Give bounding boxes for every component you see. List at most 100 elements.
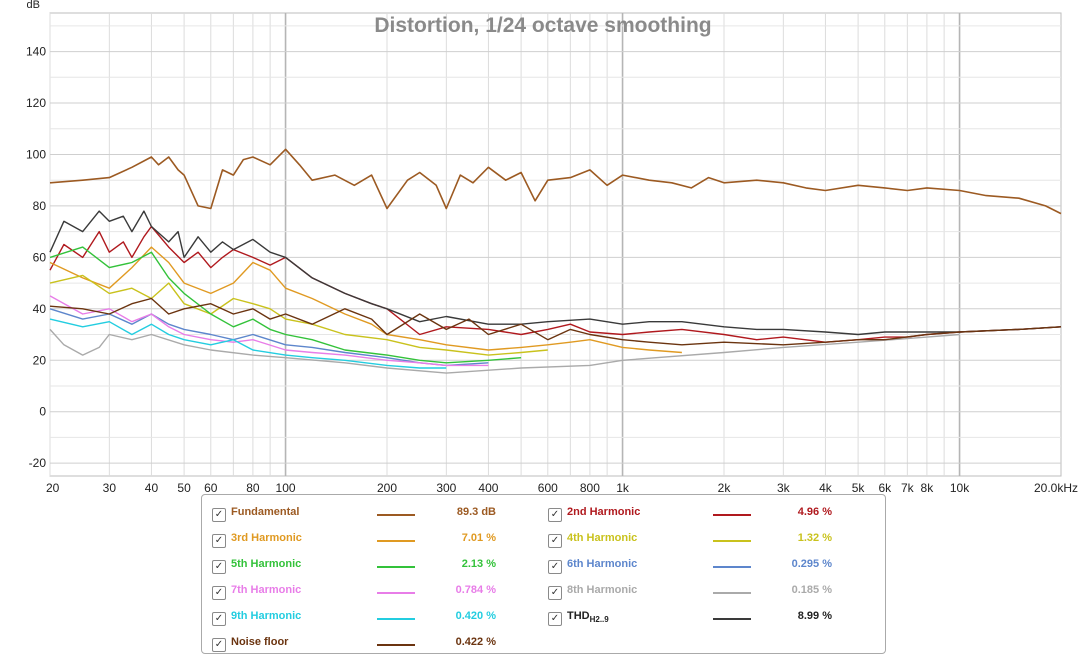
x-tick-label: 6k bbox=[878, 481, 892, 492]
x-tick-label: 100 bbox=[276, 481, 296, 492]
legend-swatch-noise-floor bbox=[377, 644, 415, 646]
x-tick-label: 8k bbox=[921, 481, 935, 492]
legend-swatch-4th-harmonic bbox=[713, 540, 751, 542]
legend-item-6th-harmonic: ✓ 6th Harmonic 0.295 % bbox=[548, 555, 848, 581]
legend-label-8th-harmonic: 8th Harmonic bbox=[567, 584, 638, 596]
legend-checkbox-4th-harmonic[interactable]: ✓ bbox=[548, 534, 562, 548]
x-tick-label: 30 bbox=[103, 481, 117, 492]
y-tick-label: 100 bbox=[26, 147, 46, 161]
legend-item-4th-harmonic: ✓ 4th Harmonic 1.32 % bbox=[548, 529, 848, 555]
chart-title: Distortion, 1/24 octave smoothing bbox=[374, 14, 711, 37]
legend-item-5th-harmonic: ✓ 5th Harmonic 2.13 % bbox=[212, 555, 512, 581]
legend-swatch-7th-harmonic bbox=[377, 592, 415, 594]
legend-checkbox-2nd-harmonic[interactable]: ✓ bbox=[548, 508, 562, 522]
x-tick-label: 4k bbox=[819, 481, 833, 492]
legend-item-fundamental: ✓ Fundamental 89.3 dB bbox=[212, 503, 512, 529]
legend-value-8th-harmonic: 0.185 % bbox=[791, 584, 832, 596]
legend-item-thd: ✓ THDH2..9 8.99 % bbox=[548, 607, 848, 633]
legend-label-fundamental: Fundamental bbox=[231, 506, 300, 518]
legend-swatch-9th-harmonic bbox=[377, 618, 415, 620]
legend-checkbox-8th-harmonic[interactable]: ✓ bbox=[548, 586, 562, 600]
x-tick-label: 200 bbox=[377, 481, 397, 492]
x-tick-label: 5k bbox=[852, 481, 866, 492]
legend-item-7th-harmonic: ✓ 7th Harmonic 0.784 % bbox=[212, 581, 512, 607]
x-tick-label: 1k bbox=[616, 481, 630, 492]
y-axis-label: dB bbox=[27, 0, 40, 11]
x-tick-label: 20.0kHz bbox=[1034, 481, 1078, 492]
x-tick-label: 80 bbox=[246, 481, 260, 492]
legend-label-6th-harmonic: 6th Harmonic bbox=[567, 558, 638, 570]
y-tick-label: 20 bbox=[33, 353, 47, 367]
legend-label-2nd-harmonic: 2nd Harmonic bbox=[567, 506, 641, 518]
y-tick-label: 120 bbox=[26, 96, 46, 110]
series-line-9th-harmonic bbox=[49, 318, 447, 369]
legend-label-3rd-harmonic: 3rd Harmonic bbox=[231, 532, 302, 544]
y-tick-label: 40 bbox=[33, 302, 47, 316]
legend-checkbox-6th-harmonic[interactable]: ✓ bbox=[548, 560, 562, 574]
y-tick-label: 0 bbox=[39, 405, 46, 419]
series-lines bbox=[49, 148, 1062, 374]
y-tick-label: 140 bbox=[26, 45, 46, 59]
legend: ✓ Fundamental 89.3 dB ✓ 2nd Harmonic 4.96 % ✓ 3… bbox=[201, 494, 886, 654]
legend-label-thd: THDH2..9 bbox=[567, 610, 609, 625]
x-tick-label: 60 bbox=[204, 481, 218, 492]
legend-label-9th-harmonic: 9th Harmonic bbox=[231, 610, 302, 622]
legend-item-3rd-harmonic: ✓ 3rd Harmonic 7.01 % bbox=[212, 529, 512, 555]
legend-value-noise-floor: 0.422 % bbox=[455, 636, 496, 648]
legend-checkbox-3rd-harmonic[interactable]: ✓ bbox=[212, 534, 226, 548]
series-line-5th-harmonic bbox=[49, 246, 522, 364]
x-tick-label: 50 bbox=[177, 481, 191, 492]
series-line-4th-harmonic bbox=[49, 274, 548, 356]
legend-item-8th-harmonic: ✓ 8th Harmonic 0.185 % bbox=[548, 581, 848, 607]
legend-value-2nd-harmonic: 4.96 % bbox=[797, 506, 832, 518]
x-tick-label: 2k bbox=[718, 481, 732, 492]
legend-checkbox-thd[interactable]: ✓ bbox=[548, 612, 562, 626]
legend-value-9th-harmonic: 0.420 % bbox=[455, 610, 496, 622]
legend-checkbox-fundamental[interactable]: ✓ bbox=[212, 508, 226, 522]
series-line-7th-harmonic bbox=[49, 295, 489, 367]
grid bbox=[49, 13, 1061, 476]
legend-value-6th-harmonic: 0.295 % bbox=[791, 558, 832, 570]
legend-swatch-8th-harmonic bbox=[713, 592, 751, 594]
legend-value-fundamental: 89.3 dB bbox=[456, 506, 496, 518]
legend-item-noise-floor: ✓ Noise floor 0.422 % bbox=[212, 633, 512, 659]
legend-value-4th-harmonic: 1.32 % bbox=[797, 532, 832, 544]
legend-checkbox-7th-harmonic[interactable]: ✓ bbox=[212, 586, 226, 600]
legend-swatch-thd bbox=[713, 618, 751, 620]
series-line-thd bbox=[49, 210, 1062, 336]
legend-value-thd: 8.99 % bbox=[797, 610, 832, 622]
series-line-noise-floor bbox=[49, 297, 1062, 346]
series-line-fundamental bbox=[49, 148, 1062, 215]
y-tick-label: 80 bbox=[33, 199, 47, 213]
legend-label-7th-harmonic: 7th Harmonic bbox=[231, 584, 302, 596]
y-tick-label: 60 bbox=[33, 250, 47, 264]
x-tick-label: 400 bbox=[478, 481, 498, 492]
legend-item-9th-harmonic: ✓ 9th Harmonic 0.420 % bbox=[212, 607, 512, 633]
x-tick-label: 3k bbox=[777, 481, 791, 492]
legend-value-7th-harmonic: 0.784 % bbox=[455, 584, 496, 596]
legend-label-4th-harmonic: 4th Harmonic bbox=[567, 532, 638, 544]
legend-checkbox-5th-harmonic[interactable]: ✓ bbox=[212, 560, 226, 574]
legend-swatch-fundamental bbox=[377, 514, 415, 516]
x-tick-label: 600 bbox=[538, 481, 558, 492]
legend-value-5th-harmonic: 2.13 % bbox=[461, 558, 496, 570]
plot-area bbox=[49, 12, 1062, 477]
legend-swatch-2nd-harmonic bbox=[713, 514, 751, 516]
legend-checkbox-noise-floor[interactable]: ✓ bbox=[212, 638, 226, 652]
legend-swatch-6th-harmonic bbox=[713, 566, 751, 568]
series-line-8th-harmonic bbox=[49, 328, 960, 374]
legend-label-5th-harmonic: 5th Harmonic bbox=[231, 558, 302, 570]
x-tick-label: 7k bbox=[901, 481, 915, 492]
x-tick-label: 300 bbox=[436, 481, 456, 492]
x-tick-label: 800 bbox=[580, 481, 600, 492]
legend-swatch-3rd-harmonic bbox=[377, 540, 415, 542]
legend-checkbox-9th-harmonic[interactable]: ✓ bbox=[212, 612, 226, 626]
x-tick-label: 10k bbox=[950, 481, 970, 492]
legend-label-noise-floor: Noise floor bbox=[231, 636, 289, 648]
legend-item-2nd-harmonic: ✓ 2nd Harmonic 4.96 % bbox=[548, 503, 848, 529]
legend-swatch-5th-harmonic bbox=[377, 566, 415, 568]
x-tick-label: 20 bbox=[46, 481, 60, 492]
legend-value-3rd-harmonic: 7.01 % bbox=[461, 532, 496, 544]
